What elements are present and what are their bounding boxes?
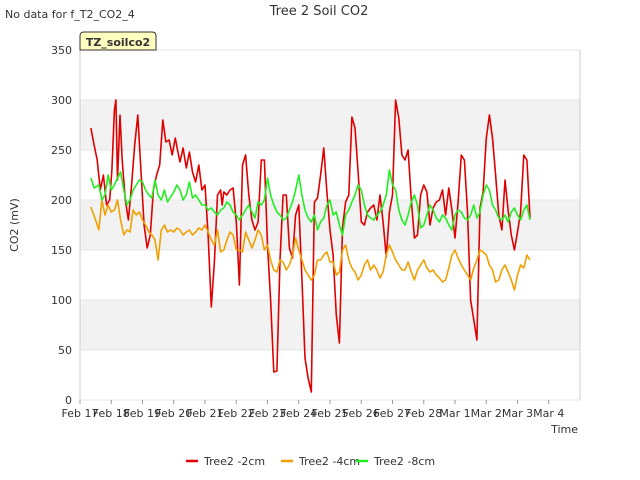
x-tick-label: Feb 18 [93, 407, 130, 420]
legend-label-3: Tree2 -8cm [373, 455, 435, 468]
y-tick-label: 50 [58, 344, 72, 357]
x-tick-label: Mar 1 [439, 407, 470, 420]
y-tick-label: 0 [65, 394, 72, 407]
series-line-1 [90, 99, 531, 393]
y-tick-label: 200 [51, 194, 72, 207]
annotation-box: TZ_soilco2 [79, 31, 157, 51]
x-tick-label: Feb 21 [187, 407, 224, 420]
x-tick-label: Feb 22 [218, 407, 255, 420]
band [80, 50, 580, 100]
legend: Tree2 -2cm Tree2 -4cm Tree2 -8cm [186, 455, 435, 468]
x-tick-label: Feb 27 [374, 407, 411, 420]
band [80, 300, 580, 350]
band [80, 100, 580, 150]
x-tick-label: Mar 4 [533, 407, 564, 420]
y-tick-label: 250 [51, 144, 72, 157]
annotation-label: TZ_soilco2 [86, 36, 150, 49]
y-tick-label: 150 [51, 244, 72, 257]
x-tick-label: Feb 25 [312, 407, 349, 420]
x-tick-label: Mar 2 [471, 407, 502, 420]
x-tick-label: Feb 23 [249, 407, 286, 420]
legend-label-1: Tree2 -2cm [203, 455, 265, 468]
x-tick-label: Feb 24 [280, 407, 317, 420]
y-tick-label: 100 [51, 294, 72, 307]
x-tick-label: Feb 20 [155, 407, 192, 420]
series-lines [90, 99, 531, 393]
no-data-note: No data for f_T2_CO2_4 [5, 8, 135, 21]
y-tick-label: 350 [51, 44, 72, 57]
chart-title: Tree 2 Soil CO2 [269, 4, 369, 19]
band [80, 250, 580, 300]
x-axis-label: Time [550, 423, 578, 436]
series-line-3 [90, 169, 531, 236]
x-tick-label: Feb 17 [62, 407, 99, 420]
legend-label-2: Tree2 -4cm [298, 455, 360, 468]
y-axis-label: CO2 (mV) [8, 198, 21, 252]
x-tick-label: Mar 3 [502, 407, 533, 420]
band [80, 350, 580, 400]
series-line-2 [90, 199, 531, 291]
x-tick-label: Feb 26 [343, 407, 380, 420]
x-tick-label: Feb 19 [124, 407, 161, 420]
x-tick-label: Feb 28 [405, 407, 442, 420]
y-tick-label: 300 [51, 94, 72, 107]
